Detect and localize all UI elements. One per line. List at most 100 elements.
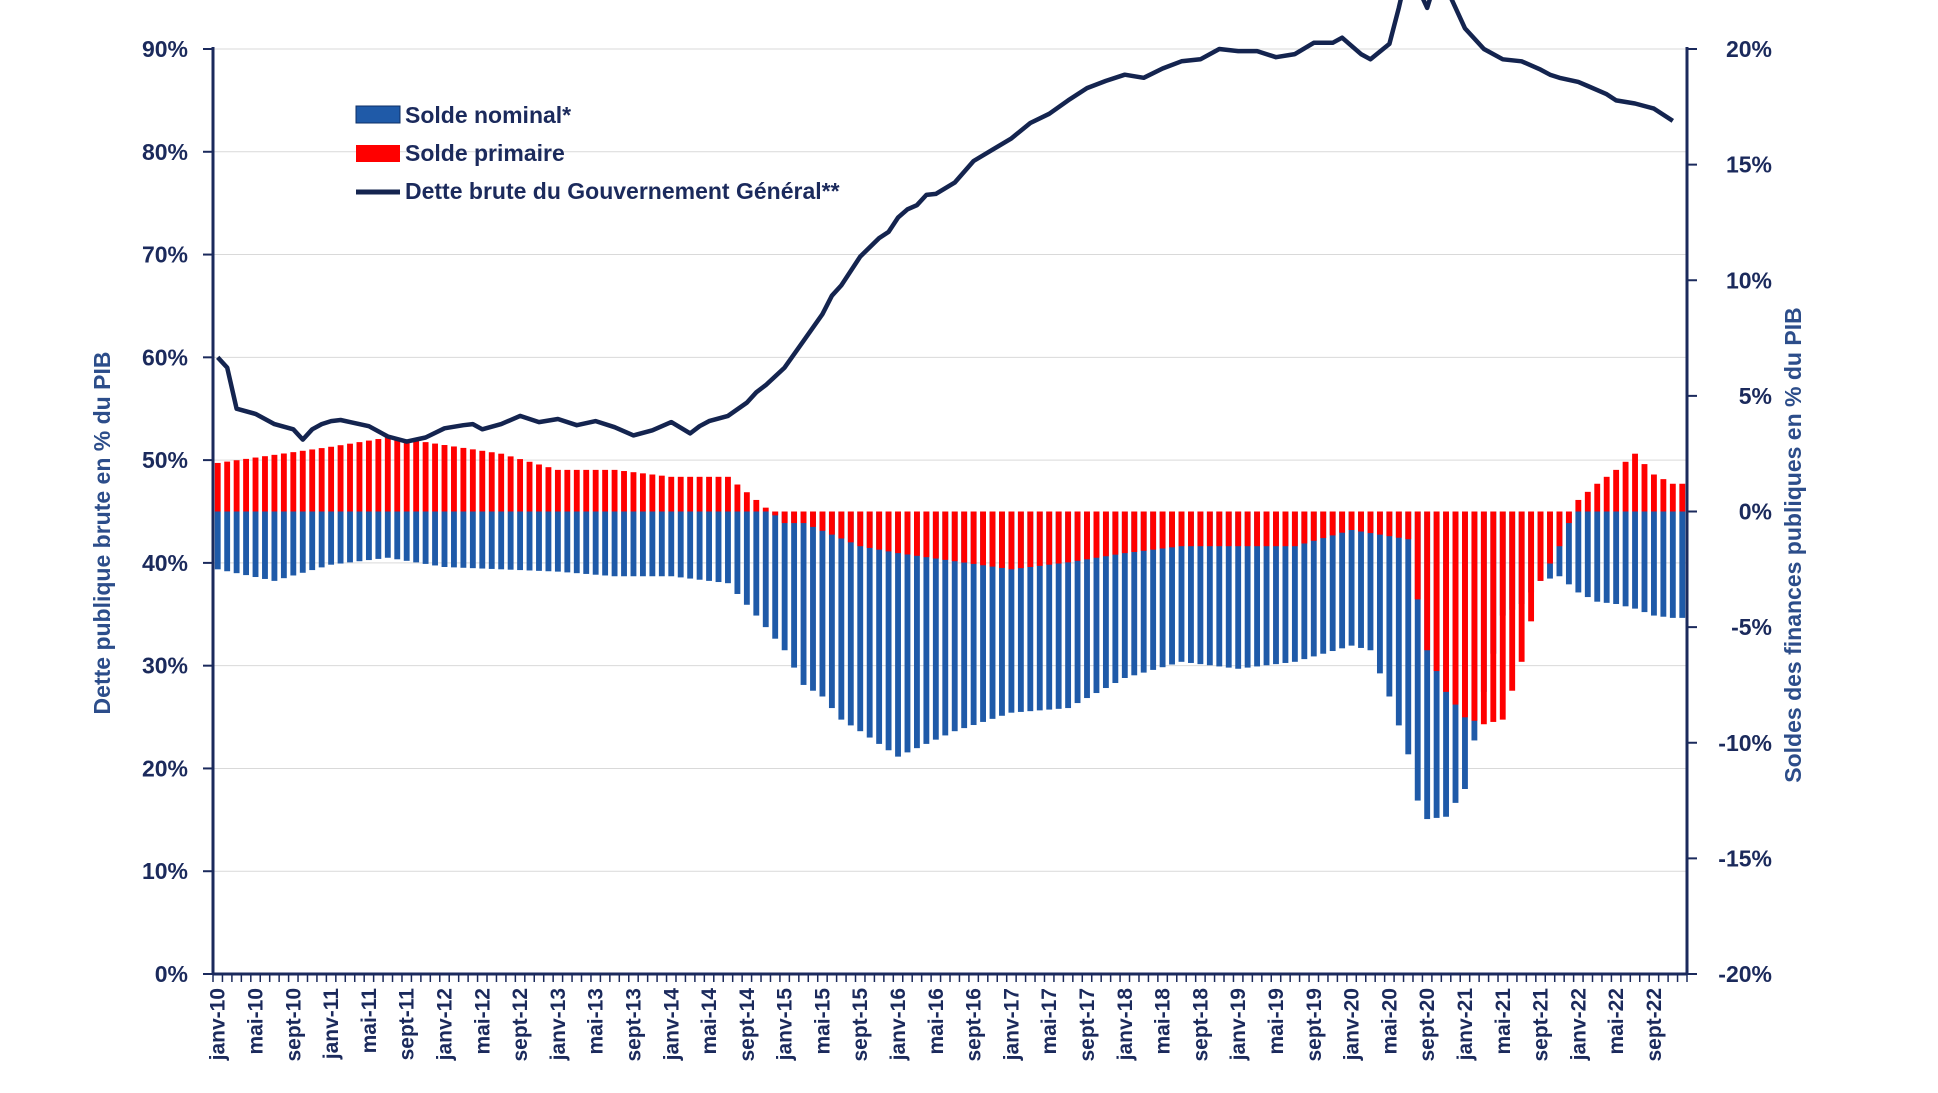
bar-solde-primaire: [536, 464, 542, 512]
bar-solde-nominal: [243, 511, 249, 576]
bar-solde-nominal: [951, 511, 958, 732]
x-tick-label: sept-19: [1303, 988, 1326, 1062]
x-tick-label: mai-15: [811, 988, 834, 1055]
bar-solde-primaire: [347, 443, 353, 512]
bar-solde-nominal: [630, 511, 637, 577]
bar-solde-nominal: [1679, 511, 1686, 618]
bar-solde-primaire: [658, 475, 665, 512]
bar-solde-primaire: [252, 457, 259, 512]
y-left-tick-label: 20%: [142, 755, 188, 781]
bar-solde-primaire: [734, 484, 741, 512]
x-tick-label: janv-21: [1454, 988, 1477, 1062]
bar-solde-primaire: [422, 442, 429, 512]
bar-solde-nominal: [1329, 511, 1336, 652]
tick-labels: 0% 10% 20% 30% 40% 50% 60% 70% 80% 90% -20% -15% -10…: [142, 36, 1772, 1062]
bar-solde-nominal: [734, 511, 741, 594]
y-right-tick-label: 20%: [1726, 36, 1772, 62]
x-tick-label: sept-21: [1530, 988, 1553, 1062]
x-tick-label: janv-13: [547, 988, 570, 1061]
bar-solde-primaire: [1197, 511, 1204, 547]
bar-solde-primaire: [725, 476, 731, 512]
bar-solde-nominal: [885, 511, 892, 751]
x-tick-label: janv-20: [1341, 988, 1364, 1061]
bar-solde-nominal: [1603, 511, 1610, 603]
bar-solde-nominal: [715, 511, 722, 583]
y-right-tick-label: -15%: [1718, 845, 1772, 871]
bar-solde-nominal: [1310, 511, 1317, 657]
bar-solde-nominal: [725, 511, 731, 584]
bar-solde-primaire: [1367, 511, 1374, 534]
bar-solde-primaire: [1641, 464, 1648, 512]
bar-solde-primaire: [800, 511, 807, 524]
bar-solde-primaire: [989, 511, 996, 567]
bar-solde-primaire: [1131, 511, 1138, 552]
bar-solde-primaire: [554, 469, 561, 512]
bar-solde-primaire: [1254, 511, 1261, 547]
y-left-tick-label: 90%: [142, 36, 188, 62]
bar-solde-primaire: [1188, 511, 1194, 547]
bar-solde-nominal: [828, 511, 835, 709]
bar-solde-primaire: [753, 499, 760, 512]
bar-solde-primaire: [951, 511, 958, 562]
bar-solde-nominal: [847, 511, 854, 726]
bar-solde-nominal: [942, 511, 949, 736]
bar-solde-nominal: [1632, 511, 1638, 609]
bar-solde-primaire: [649, 474, 656, 512]
bar-solde-primaire: [309, 449, 316, 512]
y-right-tick-label: 5%: [1739, 383, 1772, 409]
bar-solde-primaire: [1376, 511, 1383, 535]
bar-solde-nominal: [1084, 511, 1090, 699]
bar-solde-nominal: [1121, 511, 1128, 678]
bar-solde-primaire: [1556, 511, 1563, 547]
bar-solde-primaire: [772, 511, 779, 516]
bar-solde-primaire: [1565, 511, 1572, 524]
bar-solde-primaire: [1613, 469, 1620, 512]
line-dette-brute: [216, 0, 1675, 444]
bar-solde-primaire: [1480, 511, 1487, 725]
bar-solde-nominal: [1017, 511, 1024, 712]
bar-solde-primaire: [413, 440, 420, 512]
bar-solde-primaire: [1150, 511, 1157, 550]
bar-solde-primaire: [602, 469, 609, 512]
x-tick-label: sept-18: [1189, 988, 1212, 1062]
bar-solde-nominal: [1575, 511, 1582, 593]
bar-solde-nominal: [1188, 511, 1194, 663]
bar-solde-nominal: [1254, 511, 1261, 667]
bar-solde-primaire: [819, 511, 826, 531]
y-right-tick-label: -10%: [1718, 730, 1772, 756]
bar-solde-primaire: [1575, 499, 1582, 512]
bar-solde-primaire: [611, 469, 618, 512]
bar-solde-nominal: [1395, 511, 1402, 726]
bar-solde-primaire: [1339, 511, 1346, 533]
bar-solde-nominal: [706, 511, 712, 581]
bar-solde-primaire: [876, 511, 883, 550]
bar-solde-nominal: [904, 511, 911, 753]
bar-solde-nominal: [299, 511, 306, 573]
bar-solde-primaire: [318, 448, 325, 512]
bar-solde-primaire: [630, 472, 637, 512]
bar-solde-nominal: [1565, 511, 1572, 585]
x-tick-label: mai-20: [1378, 988, 1401, 1055]
bar-solde-primaire: [1537, 511, 1544, 581]
bar-solde-nominal: [762, 511, 769, 628]
bar-solde-primaire: [1395, 511, 1402, 538]
bar-solde-primaire: [365, 440, 372, 512]
bar-solde-primaire: [1225, 511, 1232, 547]
bar-solde-nominal: [1613, 511, 1620, 604]
x-tick-label: janv-12: [433, 988, 456, 1061]
bar-solde-primaire: [573, 469, 580, 512]
bar-solde-nominal: [573, 511, 580, 574]
bar-solde-nominal: [989, 511, 996, 719]
bar-solde-nominal: [356, 511, 363, 562]
bar-solde-nominal: [876, 511, 883, 744]
bar-solde-nominal: [1660, 511, 1667, 617]
bar-solde-nominal: [536, 511, 542, 571]
bar-solde-nominal: [280, 511, 287, 579]
bar-solde-primaire: [451, 446, 457, 512]
bar-solde-nominal: [583, 511, 590, 574]
y-axis-right-title: Soldes des finances publiques en % du PI…: [1780, 307, 1806, 782]
x-tick-label: mai-13: [585, 988, 608, 1055]
y-left-tick-label: 70%: [142, 242, 188, 268]
bar-solde-primaire: [687, 476, 694, 512]
bar-solde-primaire: [895, 511, 901, 554]
